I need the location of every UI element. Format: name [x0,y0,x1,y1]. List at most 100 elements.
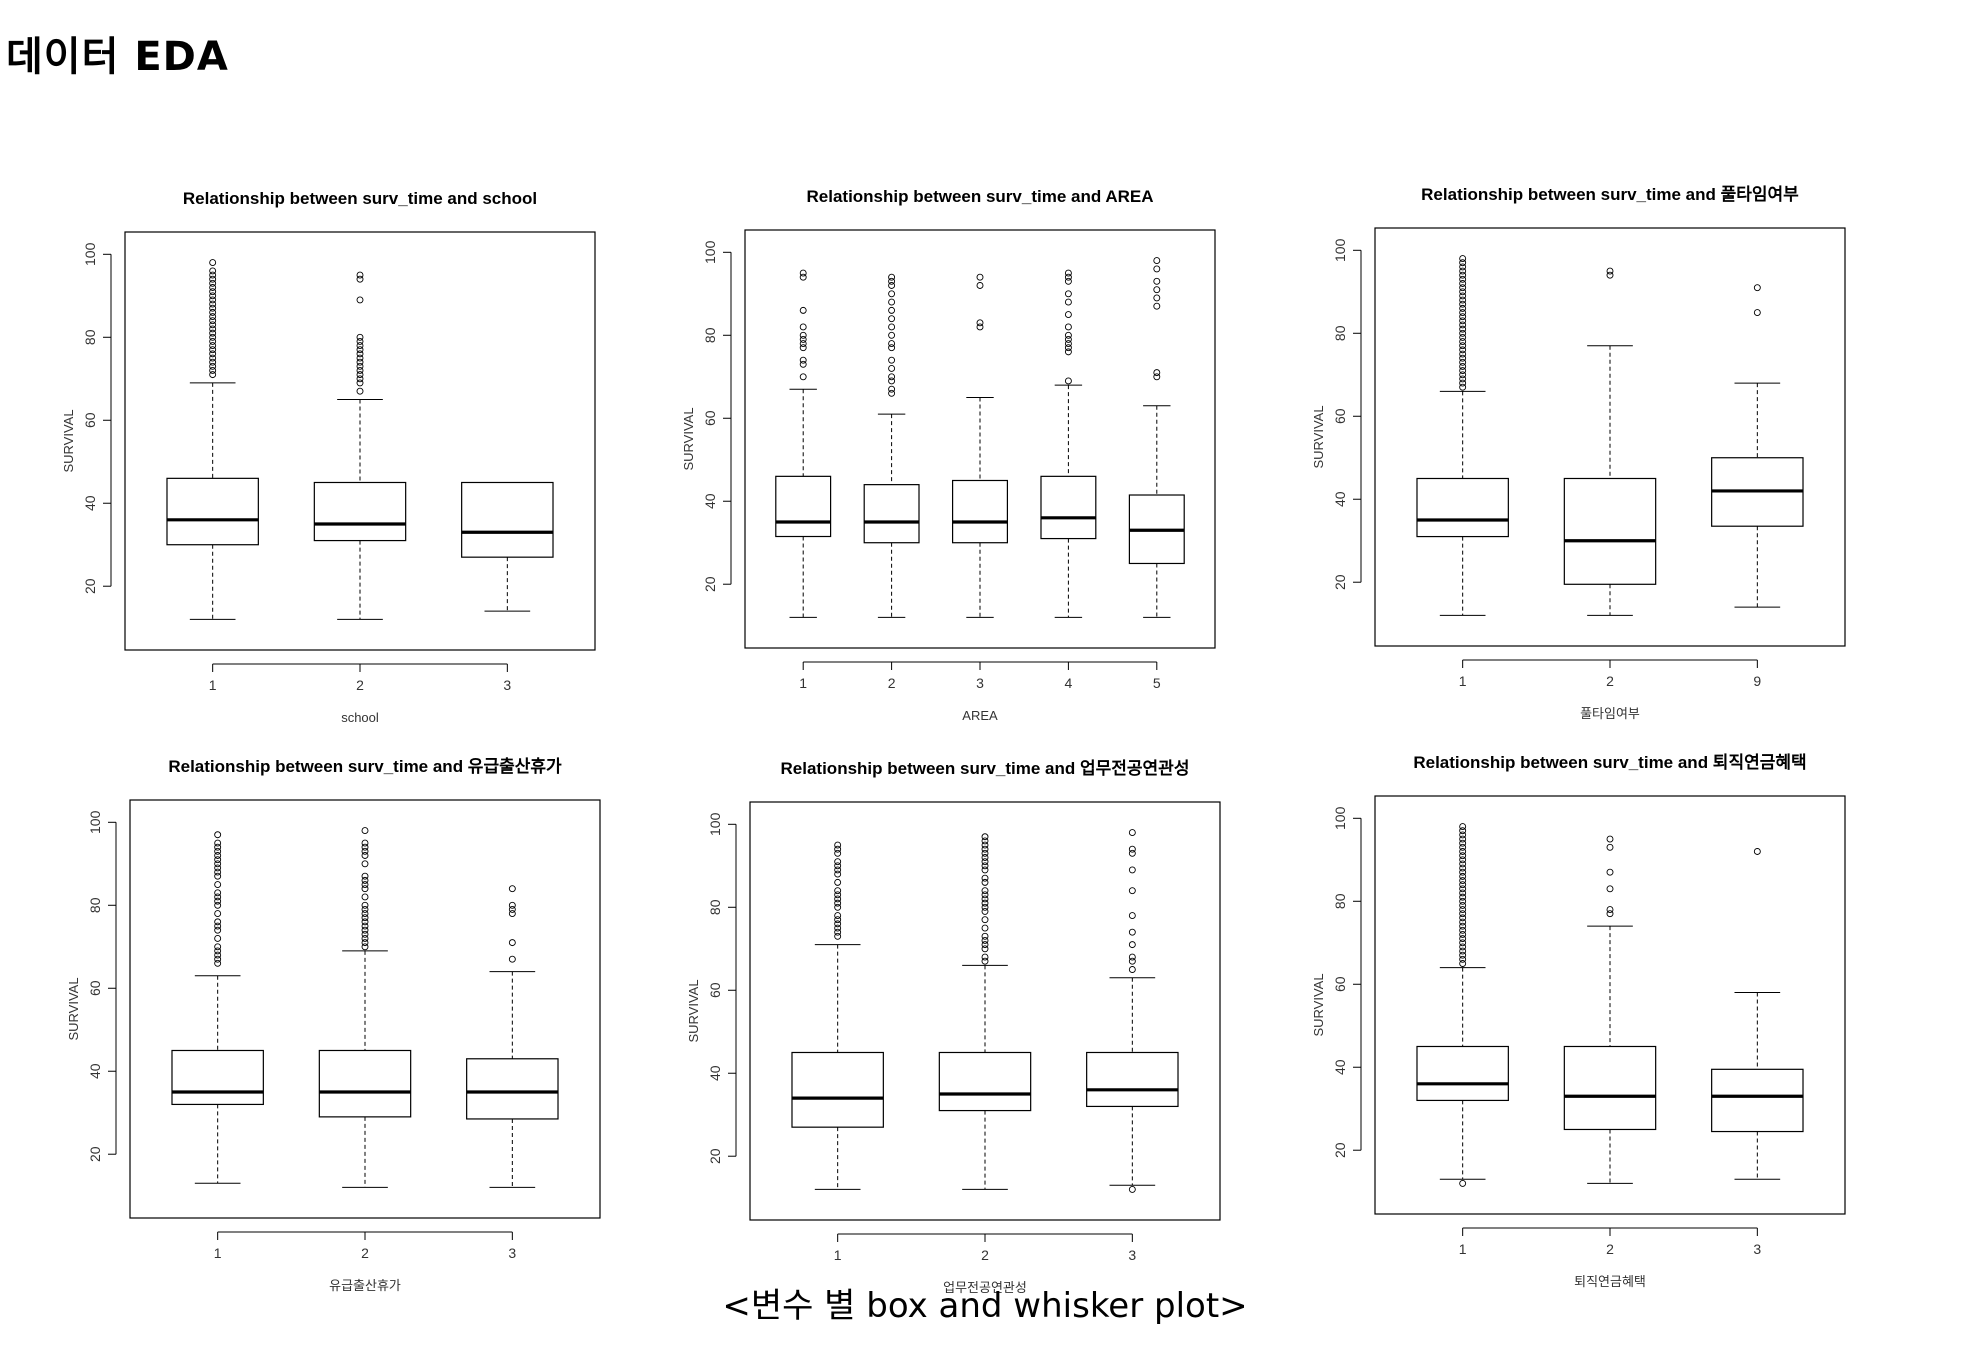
box-2 [318,827,412,1188]
outlier-point [1459,877,1467,884]
outlier-point [1459,267,1467,275]
plot-frame [129,799,601,1219]
iqr-box [1563,1045,1657,1131]
x-tick-label: 1 [214,1245,222,1261]
outlier-point [888,340,896,348]
outlier-point [799,360,807,368]
outlier-point [356,271,364,279]
outlier-point [888,277,896,285]
outlier-point [361,839,369,847]
outlier-point [508,939,516,947]
outlier-point [209,350,217,358]
iqr-box [1563,477,1657,585]
outlier-point [1064,331,1072,339]
box-1 [775,269,832,618]
plot-frame [1374,795,1846,1215]
outlier-point [209,329,217,337]
outlier-point [361,827,369,835]
outlier-point [1064,348,1072,356]
outlier-point [356,367,364,374]
outlier-point [214,856,222,864]
box-3 [466,885,559,1188]
outlier-point [1459,271,1467,279]
plot-frame [749,801,1221,1221]
outlier-point [1128,928,1136,936]
outlier-point [1459,292,1467,300]
outlier-point [1459,329,1467,337]
outlier-point [361,930,369,938]
y-axis-label: SURVIVAL [1311,973,1326,1036]
outlier-point [1459,280,1467,287]
outlier-point [214,897,222,905]
y-axis-label: SURVIVAL [1311,405,1326,468]
x-axis-label: school [341,710,379,725]
y-tick-label: 60 [707,982,723,998]
outlier-point [214,864,222,872]
y-tick-label: 100 [702,240,718,264]
outlier-point [981,932,989,940]
outlier-point [981,854,989,861]
outlier-point [888,389,896,397]
y-tick-label: 20 [1332,1142,1348,1158]
x-axis-label: 유급출산휴가 [329,1278,401,1293]
outlier-point [1459,1179,1467,1187]
x-tick-label: 4 [1065,675,1073,691]
outlier-point [1153,369,1161,377]
outlier-point [214,893,222,901]
outlier-point [888,315,896,323]
chart-panel-area: Relationship between surv_time and AREA 2… [680,178,1280,738]
y-tick-label: 80 [82,329,98,345]
outlier-point [214,935,222,942]
x-tick-label: 2 [888,675,896,691]
outlier-point [1064,340,1072,348]
plot-frame [1374,227,1846,647]
x-tick-label: 3 [508,1245,516,1261]
outlier-point [799,269,807,277]
outlier-point [981,957,989,965]
outlier-point [361,885,369,893]
y-tick-label: 100 [82,242,98,266]
iqr-box [1040,475,1097,540]
outlier-point [356,350,364,358]
boxplot-svg: Relationship between surv_time and 퇴직연금혜… [1311,753,1846,1289]
box-1 [1416,823,1509,1187]
x-axis-label: 업무전공연관성 [943,1280,1027,1295]
outlier-point [1153,373,1161,381]
outlier-point [508,885,516,893]
outlier-point [981,953,989,961]
outlier-point [1459,375,1467,383]
outlier-point [361,943,369,951]
plot-frame [744,229,1216,649]
outlier-point [1459,885,1467,893]
outlier-point [976,282,984,289]
outlier-point [1459,835,1467,843]
outlier-point [214,901,222,909]
outlier-point [888,373,896,381]
outlier-point [1753,309,1761,316]
outlier-point [1459,379,1467,387]
outlier-point [1459,868,1467,876]
outlier-point [799,356,807,364]
y-tick-label: 40 [1332,491,1348,507]
outlier-point [1064,377,1072,385]
box-2 [1563,835,1657,1184]
outlier-point [1064,344,1072,352]
outlier-point [1459,309,1467,316]
outlier-point [1753,284,1761,292]
y-tick-label: 60 [82,412,98,428]
x-tick-label: 2 [356,677,364,693]
outlier-point [361,901,369,909]
outlier-point [214,872,222,880]
y-tick-label: 60 [1332,408,1348,424]
outlier-point [834,878,842,886]
outlier-point [214,959,222,967]
outlier-point [356,387,364,395]
outlier-point [209,354,217,362]
outlier-point [981,833,989,841]
outlier-point [1606,843,1614,851]
outlier-point [834,866,842,874]
outlier-point [834,849,842,857]
outlier-point [1459,860,1467,868]
outlier-point [209,259,217,267]
outlier-point [1459,371,1467,379]
